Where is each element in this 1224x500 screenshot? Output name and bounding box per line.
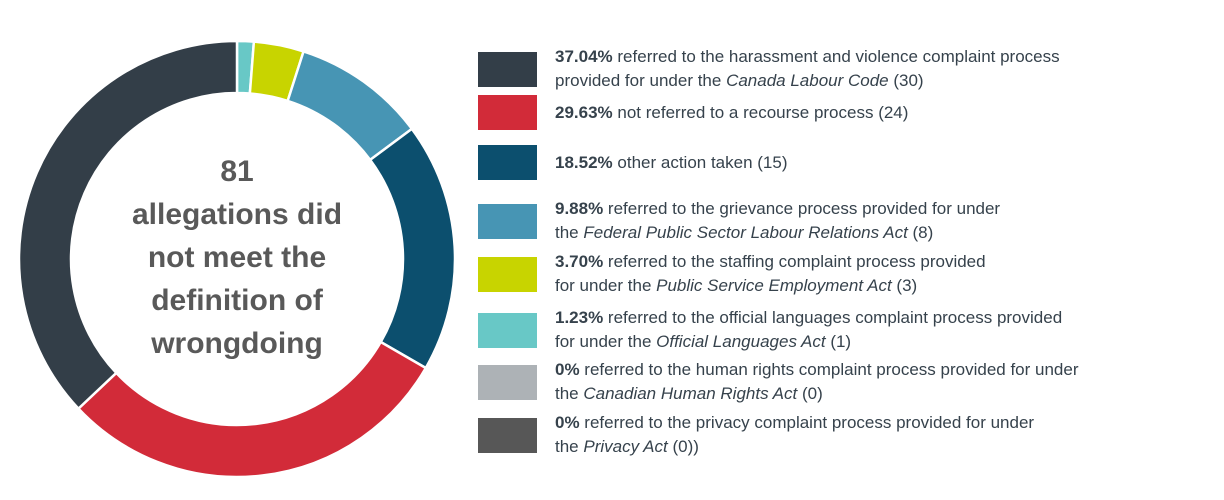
legend-row: 3.70% referred to the staffing complaint… xyxy=(478,250,1215,298)
legend-label: 18.52% other action taken (15) xyxy=(555,152,788,172)
legend-label: 9.88% referred to the grievance process … xyxy=(555,199,1001,242)
legend-swatch xyxy=(478,417,537,453)
legend-row: 29.63% not referred to a recourse proces… xyxy=(478,95,1215,130)
legend-swatch xyxy=(478,145,537,180)
legend-row: 0% referred to the privacy complaint pro… xyxy=(478,411,1215,459)
legend-row: 0% referred to the human rights complain… xyxy=(478,358,1215,406)
legend-swatch xyxy=(478,203,537,239)
legend-swatch xyxy=(478,256,537,292)
legend-label: 29.63% not referred to a recourse proces… xyxy=(555,102,909,122)
donut-chart xyxy=(17,39,457,479)
legend-swatch xyxy=(478,364,537,400)
legend-row: 1.23% referred to the official languages… xyxy=(478,306,1215,354)
legend-swatch xyxy=(478,312,537,348)
legend-row: 18.52% other action taken (15) xyxy=(478,145,1215,180)
legend-row: 9.88% referred to the grievance process … xyxy=(478,197,1215,245)
legend-label: 1.23% referred to the official languages… xyxy=(555,308,1063,351)
legend-label: 0% referred to the privacy complaint pro… xyxy=(555,413,1035,456)
legend-label: 37.04% referred to the harassment and vi… xyxy=(555,47,1060,90)
legend-label: 3.70% referred to the staffing complaint… xyxy=(555,252,986,295)
legend-label: 0% referred to the human rights complain… xyxy=(555,360,1079,403)
legend-swatch xyxy=(478,51,537,87)
legend-row: 37.04% referred to the harassment and vi… xyxy=(478,45,1215,93)
legend: 37.04% referred to the harassment and vi… xyxy=(478,0,1224,500)
donut-center-label: 81 allegations did not meet the definiti… xyxy=(131,155,343,360)
donut-slice xyxy=(17,39,239,411)
legend-swatch xyxy=(478,95,537,130)
